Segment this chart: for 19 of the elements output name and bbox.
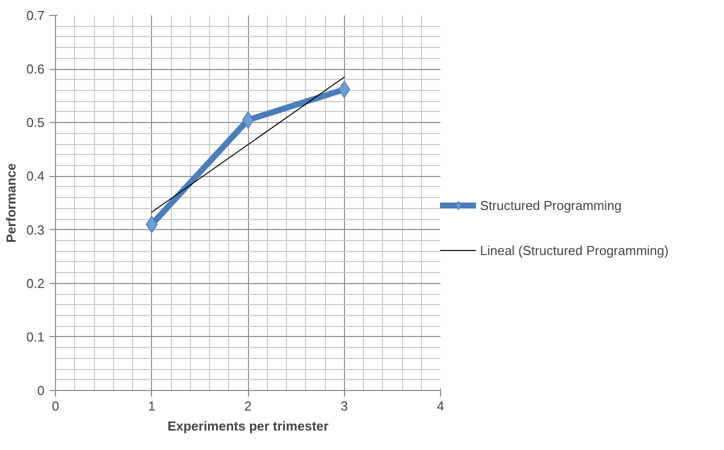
y-tick-label: 0.5 — [26, 115, 45, 130]
y-tick-label: 0.3 — [26, 222, 45, 238]
x-tick-label: 4 — [436, 398, 444, 414]
x-tick-label: 3 — [340, 398, 348, 414]
y-axis-title: Performance — [3, 163, 18, 243]
y-tick-label: 0.4 — [26, 168, 45, 184]
y-tick-label: 0.6 — [26, 62, 45, 77]
x-tick-label: 0 — [52, 398, 60, 414]
x-axis-title: Experiments per trimester — [167, 418, 329, 434]
legend-label: Structured Programming — [480, 198, 622, 212]
point — [146, 216, 158, 233]
legend-label: Lineal (Structured Programming) — [480, 242, 669, 258]
y-tick-label: 0.1 — [26, 329, 45, 344]
x-tick-label: 2 — [244, 398, 252, 414]
x-tick-label: 1 — [148, 398, 156, 414]
point — [338, 80, 350, 98]
y-tick-label: 0.7 — [26, 8, 45, 23]
y-tick-label: 0 — [37, 383, 45, 398]
y-tick-label: 0.2 — [26, 276, 45, 291]
